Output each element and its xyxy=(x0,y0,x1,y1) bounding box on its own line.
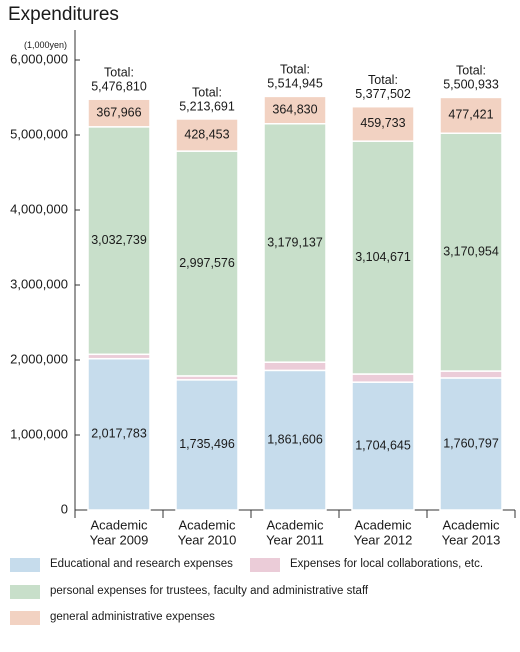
total-label-value: 5,377,502 xyxy=(355,87,411,101)
data-label-general: 477,421 xyxy=(448,108,493,122)
bar-segment-educational xyxy=(439,377,503,511)
x-category-label-line1: Academic xyxy=(266,517,324,532)
bar-segment-general xyxy=(87,98,151,128)
total-label-value: 5,514,945 xyxy=(267,77,323,91)
x-category-label-line1: Academic xyxy=(442,517,500,532)
x-category-label-line2: Year 2011 xyxy=(266,532,324,547)
chart-title: Expenditures xyxy=(8,4,119,25)
data-label-personal: 3,032,739 xyxy=(91,233,147,247)
x-category-label-line2: Year 2012 xyxy=(354,532,413,547)
x-category-label-line1: Academic xyxy=(354,517,412,532)
bar-segment-general xyxy=(439,96,503,134)
x-category-label-line1: Academic xyxy=(178,517,236,532)
bar-segment-educational xyxy=(263,369,327,511)
bar-segment-personal xyxy=(351,140,415,375)
data-label-general: 367,966 xyxy=(96,105,141,119)
data-label-personal: 3,179,137 xyxy=(267,235,323,249)
data-label-educational: 2,017,783 xyxy=(91,427,147,441)
data-label-general: 459,733 xyxy=(360,116,405,130)
y-tick-label: 2,000,000 xyxy=(10,351,68,366)
data-label-personal: 3,170,954 xyxy=(443,244,499,258)
total-label-value: 5,213,691 xyxy=(179,99,235,113)
bar-segment-educational xyxy=(175,379,239,511)
bar-segment-local xyxy=(439,370,503,379)
bar-segment-personal xyxy=(439,132,503,372)
x-category-label-line2: Year 2013 xyxy=(442,532,501,547)
legend-swatch-general xyxy=(10,611,40,625)
data-label-educational: 1,861,606 xyxy=(267,432,323,446)
legend-label-general: general administrative expenses xyxy=(50,611,215,623)
legend-swatch-local xyxy=(250,558,280,572)
x-category-label-line2: Year 2010 xyxy=(178,532,237,547)
total-label-prefix: Total: xyxy=(104,66,134,80)
y-tick-label: 1,000,000 xyxy=(10,426,68,441)
y-axis-unit-label: (1,000yen) xyxy=(24,40,68,50)
data-label-educational: 1,735,496 xyxy=(179,437,235,451)
legend-label-educational: Educational and research expenses xyxy=(50,558,233,570)
bar-segment-educational xyxy=(87,357,151,511)
x-category-label-line1: Academic xyxy=(90,517,148,532)
bar-segment-general xyxy=(263,95,327,125)
bar-segment-local xyxy=(263,361,327,372)
total-label-value: 5,476,810 xyxy=(91,80,147,94)
bar-segment-personal xyxy=(263,122,327,363)
y-tick-label: 5,000,000 xyxy=(10,126,68,141)
data-label-educational: 1,704,645 xyxy=(355,438,411,452)
legend-label-personal: personal expenses for trustees, faculty … xyxy=(50,585,369,597)
legend-label-local: Expenses for local collaborations, etc. xyxy=(290,558,484,570)
data-label-educational: 1,760,797 xyxy=(443,436,499,450)
total-label-prefix: Total: xyxy=(456,64,486,78)
stacked-bar-chart: 0 1,000,000 2,000,000 3,000,000 4,000,000 5,0… xyxy=(10,30,516,547)
total-label-prefix: Total: xyxy=(368,73,398,87)
total-label-prefix: Total: xyxy=(280,63,310,77)
bar-segment-personal xyxy=(87,126,151,356)
y-tick-label: 3,000,000 xyxy=(10,276,68,291)
bar-segment-local xyxy=(351,373,415,383)
data-label-personal: 2,997,576 xyxy=(179,256,235,270)
y-tick-label: 0 xyxy=(61,501,68,516)
legend-swatch-personal xyxy=(10,585,40,599)
y-tick-label: 6,000,000 xyxy=(10,51,68,66)
total-label-value: 5,500,933 xyxy=(443,78,499,92)
x-category-label-line2: Year 2009 xyxy=(90,532,149,547)
data-label-personal: 3,104,671 xyxy=(355,250,411,264)
bar-segment-general xyxy=(175,118,239,152)
bar-segment-general xyxy=(351,105,415,142)
total-label-prefix: Total: xyxy=(192,85,222,99)
y-tick-label: 4,000,000 xyxy=(10,201,68,216)
data-label-general: 364,830 xyxy=(272,102,317,116)
data-label-general: 428,453 xyxy=(184,127,229,141)
legend-swatch-educational xyxy=(10,558,40,572)
